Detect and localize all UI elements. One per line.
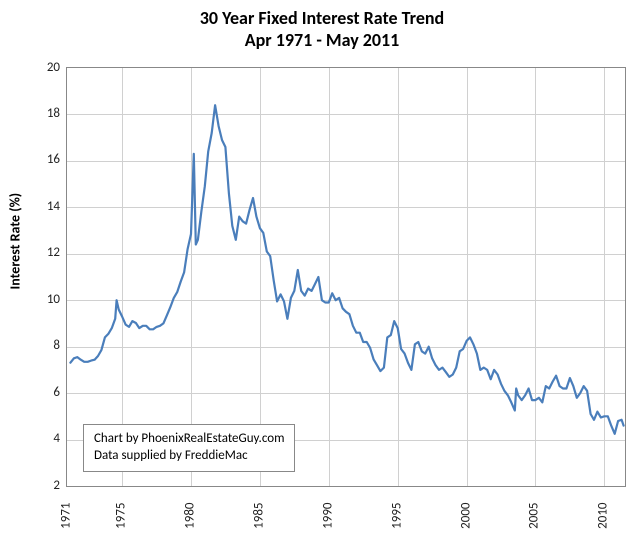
x-tick-label: 1975 <box>114 503 129 548</box>
plot-area: Chart by PhoenixRealEstateGuy.com Data s… <box>66 67 626 487</box>
y-tick-label: 14 <box>47 199 60 214</box>
x-tick-label: 1990 <box>320 503 335 548</box>
x-tick-label: 2010 <box>596 503 611 548</box>
x-tick-label: 2000 <box>458 503 473 548</box>
chart-title: 30 Year Fixed Interest Rate Trend Apr 19… <box>0 0 644 51</box>
x-tick-label: 1980 <box>183 503 198 548</box>
y-tick-label: 8 <box>53 338 60 353</box>
y-tick-label: 20 <box>47 60 60 75</box>
attribution-line-2: Data supplied by FreddieMac <box>94 448 284 465</box>
title-line-1: 30 Year Fixed Interest Rate Trend <box>200 7 444 29</box>
x-tick-label: 2005 <box>527 503 542 548</box>
attribution-line-1: Chart by PhoenixRealEstateGuy.com <box>94 431 284 448</box>
y-tick-label: 4 <box>53 431 60 446</box>
y-axis-label: Interest Rate (%) <box>7 260 24 290</box>
x-tick-label: 1985 <box>251 503 266 548</box>
title-line-2: Apr 1971 - May 2011 <box>245 29 400 51</box>
y-tick-label: 12 <box>47 245 60 260</box>
attribution-box: Chart by PhoenixRealEstateGuy.com Data s… <box>83 424 295 472</box>
y-tick-label: 2 <box>53 478 60 493</box>
y-tick-label: 16 <box>47 152 60 167</box>
x-tick-label: 1995 <box>389 503 404 548</box>
x-tick-label: 1971 <box>59 503 74 548</box>
y-tick-label: 18 <box>47 106 60 121</box>
y-tick-label: 6 <box>53 385 60 400</box>
chart-container: 30 Year Fixed Interest Rate Trend Apr 19… <box>0 0 644 548</box>
y-tick-label: 10 <box>47 292 60 307</box>
interest-rate-line <box>70 105 623 434</box>
